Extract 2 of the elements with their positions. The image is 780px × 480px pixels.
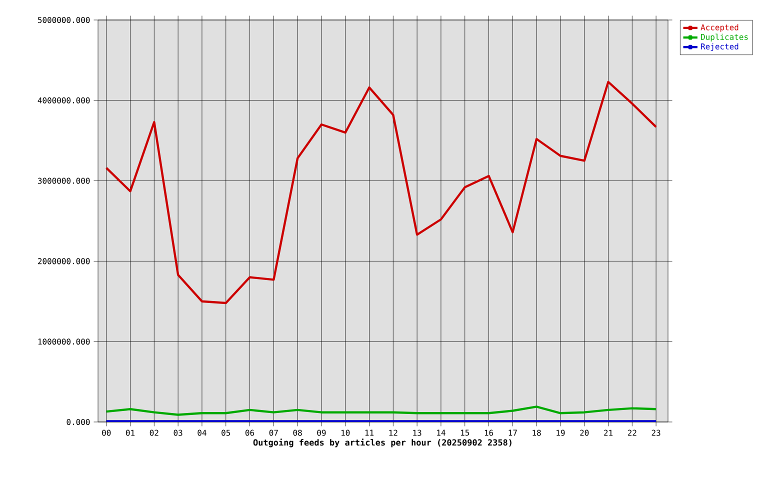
line-series (105, 80, 658, 304)
x-axis-title: Outgoing feeds by articles per hour (20250902 2358) (253, 438, 512, 448)
